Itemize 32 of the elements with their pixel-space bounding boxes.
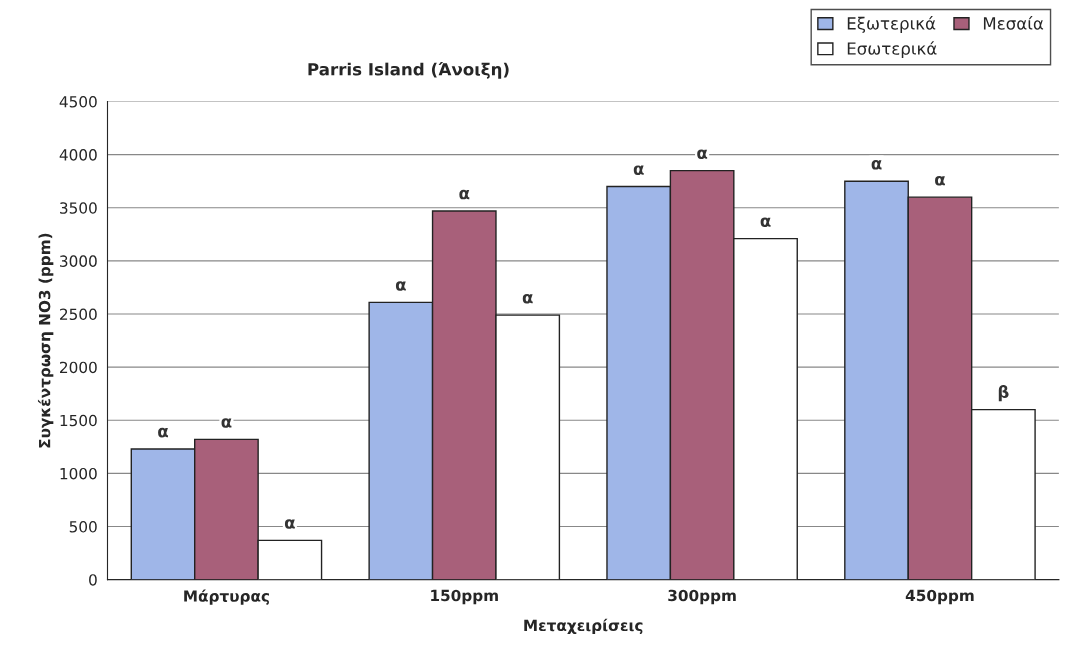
legend-label: Μεσαία xyxy=(983,16,1044,30)
y-tick-label: 3000 xyxy=(60,255,97,267)
y-tick-label: 500 xyxy=(69,521,97,533)
x-tick-label: Μάρτυρας xyxy=(184,589,269,605)
data-label: α xyxy=(633,165,644,175)
data-label: α xyxy=(522,293,533,304)
data-label: α xyxy=(395,281,406,291)
y-tick-label: 1500 xyxy=(60,414,97,427)
y-tick-label: 2000 xyxy=(60,361,97,374)
chart-title: Parris Island (Άνοιξη) xyxy=(308,61,509,79)
legend-label: Εξωτερικά xyxy=(847,16,936,33)
data-label: α xyxy=(284,519,295,529)
legend-label: Εσωτερικά xyxy=(847,41,937,59)
y-tick-label: 3500 xyxy=(60,202,97,214)
data-label: α xyxy=(935,176,945,186)
x-tick-label: 150ppm xyxy=(431,589,498,605)
data-label: α xyxy=(158,427,169,438)
data-label: α xyxy=(871,160,882,170)
data-label: β xyxy=(998,384,1009,402)
y-tick-label: 1000 xyxy=(60,467,97,480)
data-label: α xyxy=(760,217,771,227)
y-tick-label: 4500 xyxy=(59,95,97,108)
x-tick-label: 300ppm xyxy=(668,589,736,605)
y-tick-label: 4000 xyxy=(59,149,97,161)
data-label: α xyxy=(459,189,470,200)
y-axis-title: Συγκέντρωση NO3 (ppm) xyxy=(37,233,54,448)
data-label: α xyxy=(697,149,708,159)
x-axis-title: Μεταχειρίσεις xyxy=(524,618,643,635)
data-label: α xyxy=(221,418,232,428)
y-tick-label: 0 xyxy=(89,574,97,586)
y-tick-label: 2500 xyxy=(60,308,97,321)
x-tick-label: 450ppm xyxy=(905,589,974,605)
